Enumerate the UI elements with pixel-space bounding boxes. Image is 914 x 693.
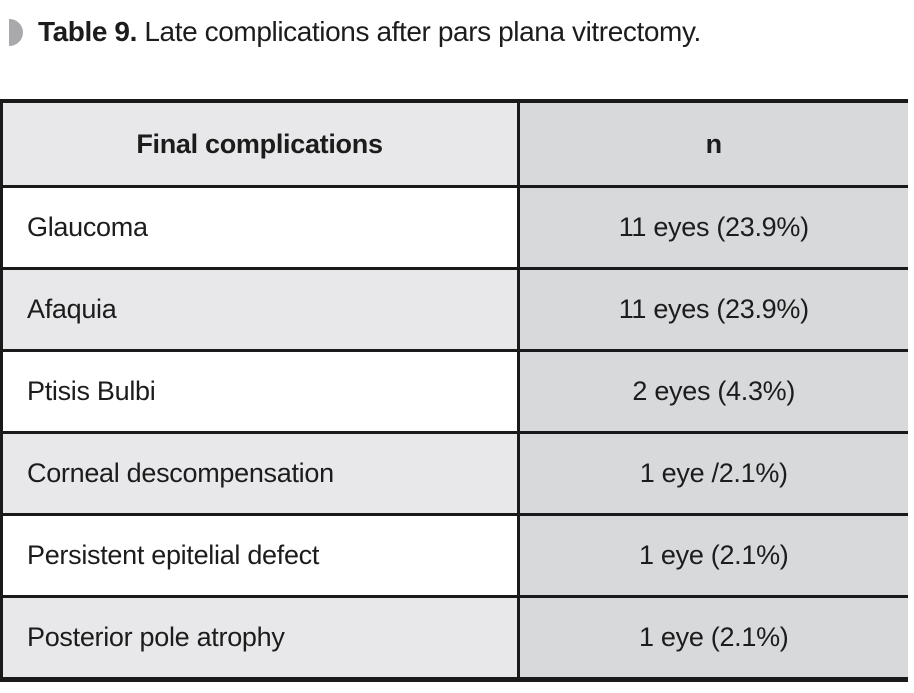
- complications-table: Final complications n Glaucoma 11 eyes (…: [0, 99, 908, 682]
- n-cell: 11 eyes (23.9%): [518, 186, 908, 270]
- complication-cell: Corneal descompensation: [1, 432, 520, 516]
- n-cell: 11 eyes (23.9%): [518, 268, 908, 352]
- n-cell: 1 eye (2.1%): [518, 596, 908, 681]
- complication-cell: Ptisis Bulbi: [1, 350, 520, 434]
- n-cell: 1 eye /2.1%): [518, 432, 908, 516]
- table-row: Afaquia 11 eyes (23.9%): [1, 268, 908, 352]
- column-header-final-complications: Final complications: [1, 101, 520, 188]
- complication-cell: Persistent epitelial defect: [1, 514, 520, 598]
- table-row: Ptisis Bulbi 2 eyes (4.3%): [1, 350, 908, 434]
- table-row: Corneal descompensation 1 eye /2.1%): [1, 432, 908, 516]
- table-row: Persistent epitelial defect 1 eye (2.1%): [1, 514, 908, 598]
- n-cell: 2 eyes (4.3%): [518, 350, 908, 434]
- table-caption-title: Late complications after pars plana vitr…: [136, 16, 701, 47]
- table-header-row: Final complications n: [1, 101, 908, 188]
- column-header-n: n: [518, 101, 908, 188]
- complication-cell: Glaucoma: [1, 186, 520, 270]
- table-caption: Table 9. Late complications after pars p…: [0, 0, 914, 50]
- n-cell: 1 eye (2.1%): [518, 514, 908, 598]
- half-circle-bullet-icon: [9, 18, 23, 46]
- table-body: Glaucoma 11 eyes (23.9%) Afaquia 11 eyes…: [1, 186, 908, 681]
- table-caption-number: Table 9.: [38, 16, 137, 47]
- table-row: Posterior pole atrophy 1 eye (2.1%): [1, 596, 908, 681]
- table-row: Glaucoma 11 eyes (23.9%): [1, 186, 908, 270]
- table-caption-text: Table 9. Late complications after pars p…: [38, 16, 701, 48]
- complication-cell: Posterior pole atrophy: [1, 596, 520, 681]
- complication-cell: Afaquia: [1, 268, 520, 352]
